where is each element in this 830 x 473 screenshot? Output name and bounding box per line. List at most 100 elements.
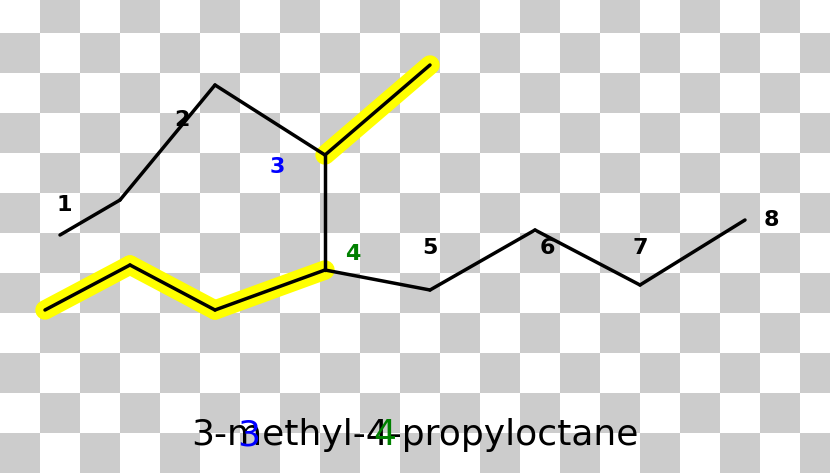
Bar (600, 193, 640, 233)
Bar (760, 433, 800, 473)
Bar (80, 113, 120, 153)
Text: 5: 5 (422, 238, 437, 258)
Bar (720, 353, 760, 393)
Bar (200, 0, 240, 33)
Bar (160, 233, 200, 273)
Bar (600, 33, 640, 73)
Bar (360, 153, 400, 193)
Bar (680, 193, 720, 233)
Bar (800, 73, 830, 113)
Bar (480, 313, 520, 353)
Bar (640, 393, 680, 433)
Bar (440, 233, 480, 273)
Bar (480, 273, 520, 313)
Bar (520, 0, 560, 33)
Bar (240, 353, 280, 393)
Text: 4: 4 (345, 244, 361, 264)
Bar (120, 33, 160, 73)
Bar (280, 433, 320, 473)
Bar (560, 153, 600, 193)
Bar (760, 313, 800, 353)
Text: 4: 4 (374, 418, 397, 452)
Bar (560, 193, 600, 233)
Bar (40, 33, 80, 73)
Bar (360, 193, 400, 233)
Bar (480, 0, 520, 33)
Bar (200, 73, 240, 113)
Bar (240, 273, 280, 313)
Bar (800, 113, 830, 153)
Bar (520, 73, 560, 113)
Bar (200, 273, 240, 313)
Bar (440, 73, 480, 113)
Bar (0, 313, 40, 353)
Bar (680, 433, 720, 473)
Bar (600, 113, 640, 153)
Bar (240, 33, 280, 73)
Bar (200, 313, 240, 353)
Bar (200, 33, 240, 73)
Bar (440, 433, 480, 473)
Bar (440, 313, 480, 353)
Bar (280, 33, 320, 73)
Bar (600, 0, 640, 33)
Bar (480, 153, 520, 193)
Bar (360, 433, 400, 473)
Bar (480, 393, 520, 433)
Bar (720, 153, 760, 193)
Bar (40, 73, 80, 113)
Bar (80, 393, 120, 433)
Bar (0, 433, 40, 473)
Bar (440, 153, 480, 193)
Bar (280, 73, 320, 113)
Text: 3-methyl-4-propyloctane: 3-methyl-4-propyloctane (191, 418, 639, 452)
Bar (0, 393, 40, 433)
Bar (200, 153, 240, 193)
Bar (0, 233, 40, 273)
Bar (240, 0, 280, 33)
Bar (520, 33, 560, 73)
Bar (40, 193, 80, 233)
Bar (320, 233, 360, 273)
Bar (560, 273, 600, 313)
Bar (680, 113, 720, 153)
Bar (640, 233, 680, 273)
Bar (640, 0, 680, 33)
Bar (520, 233, 560, 273)
Bar (640, 73, 680, 113)
Bar (200, 393, 240, 433)
Bar (800, 153, 830, 193)
Bar (280, 193, 320, 233)
Bar (640, 153, 680, 193)
Bar (280, 0, 320, 33)
Bar (440, 273, 480, 313)
Bar (640, 193, 680, 233)
Bar (40, 313, 80, 353)
Bar (760, 273, 800, 313)
Bar (0, 73, 40, 113)
Bar (760, 0, 800, 33)
Bar (120, 313, 160, 353)
Bar (240, 73, 280, 113)
Bar (680, 73, 720, 113)
Bar (560, 33, 600, 73)
Bar (40, 0, 80, 33)
Bar (720, 273, 760, 313)
Bar (320, 353, 360, 393)
Bar (200, 433, 240, 473)
Bar (400, 193, 440, 233)
Bar (680, 313, 720, 353)
Bar (320, 393, 360, 433)
Bar (160, 193, 200, 233)
Bar (520, 193, 560, 233)
Bar (400, 393, 440, 433)
Bar (680, 393, 720, 433)
Bar (80, 313, 120, 353)
Bar (240, 233, 280, 273)
Bar (80, 433, 120, 473)
Bar (640, 113, 680, 153)
Bar (640, 433, 680, 473)
Bar (0, 273, 40, 313)
Bar (360, 393, 400, 433)
Bar (280, 353, 320, 393)
